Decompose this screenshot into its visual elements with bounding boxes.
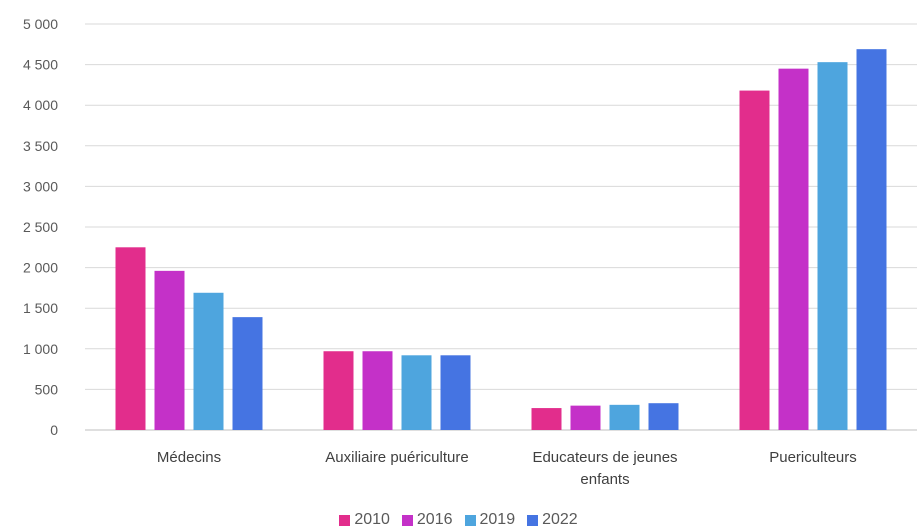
legend-item: 2022 (527, 511, 578, 529)
bar-2016 (154, 270, 185, 430)
bar-2016 (778, 68, 809, 430)
bar-2010 (531, 408, 562, 430)
legend-swatch (464, 514, 476, 526)
x-category-label: Auxiliaire puériculture (325, 449, 468, 466)
y-tick-label: 1 500 (23, 300, 58, 316)
y-tick-label: 4 000 (23, 97, 58, 113)
y-tick-label: 4 500 (23, 57, 58, 73)
legend-item: 2019 (464, 511, 516, 529)
legend-swatch (527, 514, 539, 526)
y-tick-label: 500 (35, 381, 59, 397)
legend-item: 2016 (401, 511, 453, 529)
bar-2019 (609, 404, 640, 430)
legend-label: 2019 (479, 511, 516, 528)
bar-2010 (739, 90, 770, 431)
legend-item: 2010 (339, 511, 390, 529)
bar-2019 (401, 355, 432, 430)
x-category-label: Médecins (157, 449, 221, 466)
bar-2016 (570, 405, 601, 430)
bars (115, 49, 887, 431)
y-axis-ticks: 0 500 1 000 1 500 2 000 2 500 3 000 3 500 4 000 4… (23, 16, 58, 438)
x-axis-categories: Médecins Auxiliaire puériculture Educateur… (157, 449, 857, 488)
legend-label: 2022 (542, 511, 578, 528)
bar-2016 (362, 351, 393, 430)
bar-2022 (440, 355, 471, 430)
bar-2022 (232, 317, 263, 430)
bar-2022 (856, 49, 887, 431)
bar-2022 (648, 403, 679, 430)
x-category-label: enfants (580, 471, 629, 488)
x-category-label: Puericulteurs (769, 449, 857, 466)
bar-2010 (323, 351, 354, 430)
legend: 2010 2016 2019 2022 (0, 511, 917, 529)
bar-2019 (193, 292, 224, 430)
y-tick-label: 0 (50, 422, 58, 438)
y-tick-label: 1 000 (23, 341, 58, 357)
y-tick-label: 2 500 (23, 219, 58, 235)
gridlines (85, 23, 917, 431)
y-tick-label: 5 000 (23, 16, 58, 32)
y-tick-label: 3 500 (23, 138, 58, 154)
legend-swatch (401, 514, 413, 526)
y-tick-label: 3 000 (23, 178, 58, 194)
legend-swatch (339, 514, 351, 526)
bar-chart: 0 500 1 000 1 500 2 000 2 500 3 000 3 500 4 000 4… (23, 16, 917, 488)
bar-2019 (817, 62, 848, 430)
legend-label: 2010 (354, 511, 390, 528)
legend-label: 2016 (416, 511, 453, 528)
x-category-label: Educateurs de jeunes (532, 449, 677, 466)
bar-2010 (115, 247, 146, 430)
y-tick-label: 2 000 (23, 260, 58, 276)
